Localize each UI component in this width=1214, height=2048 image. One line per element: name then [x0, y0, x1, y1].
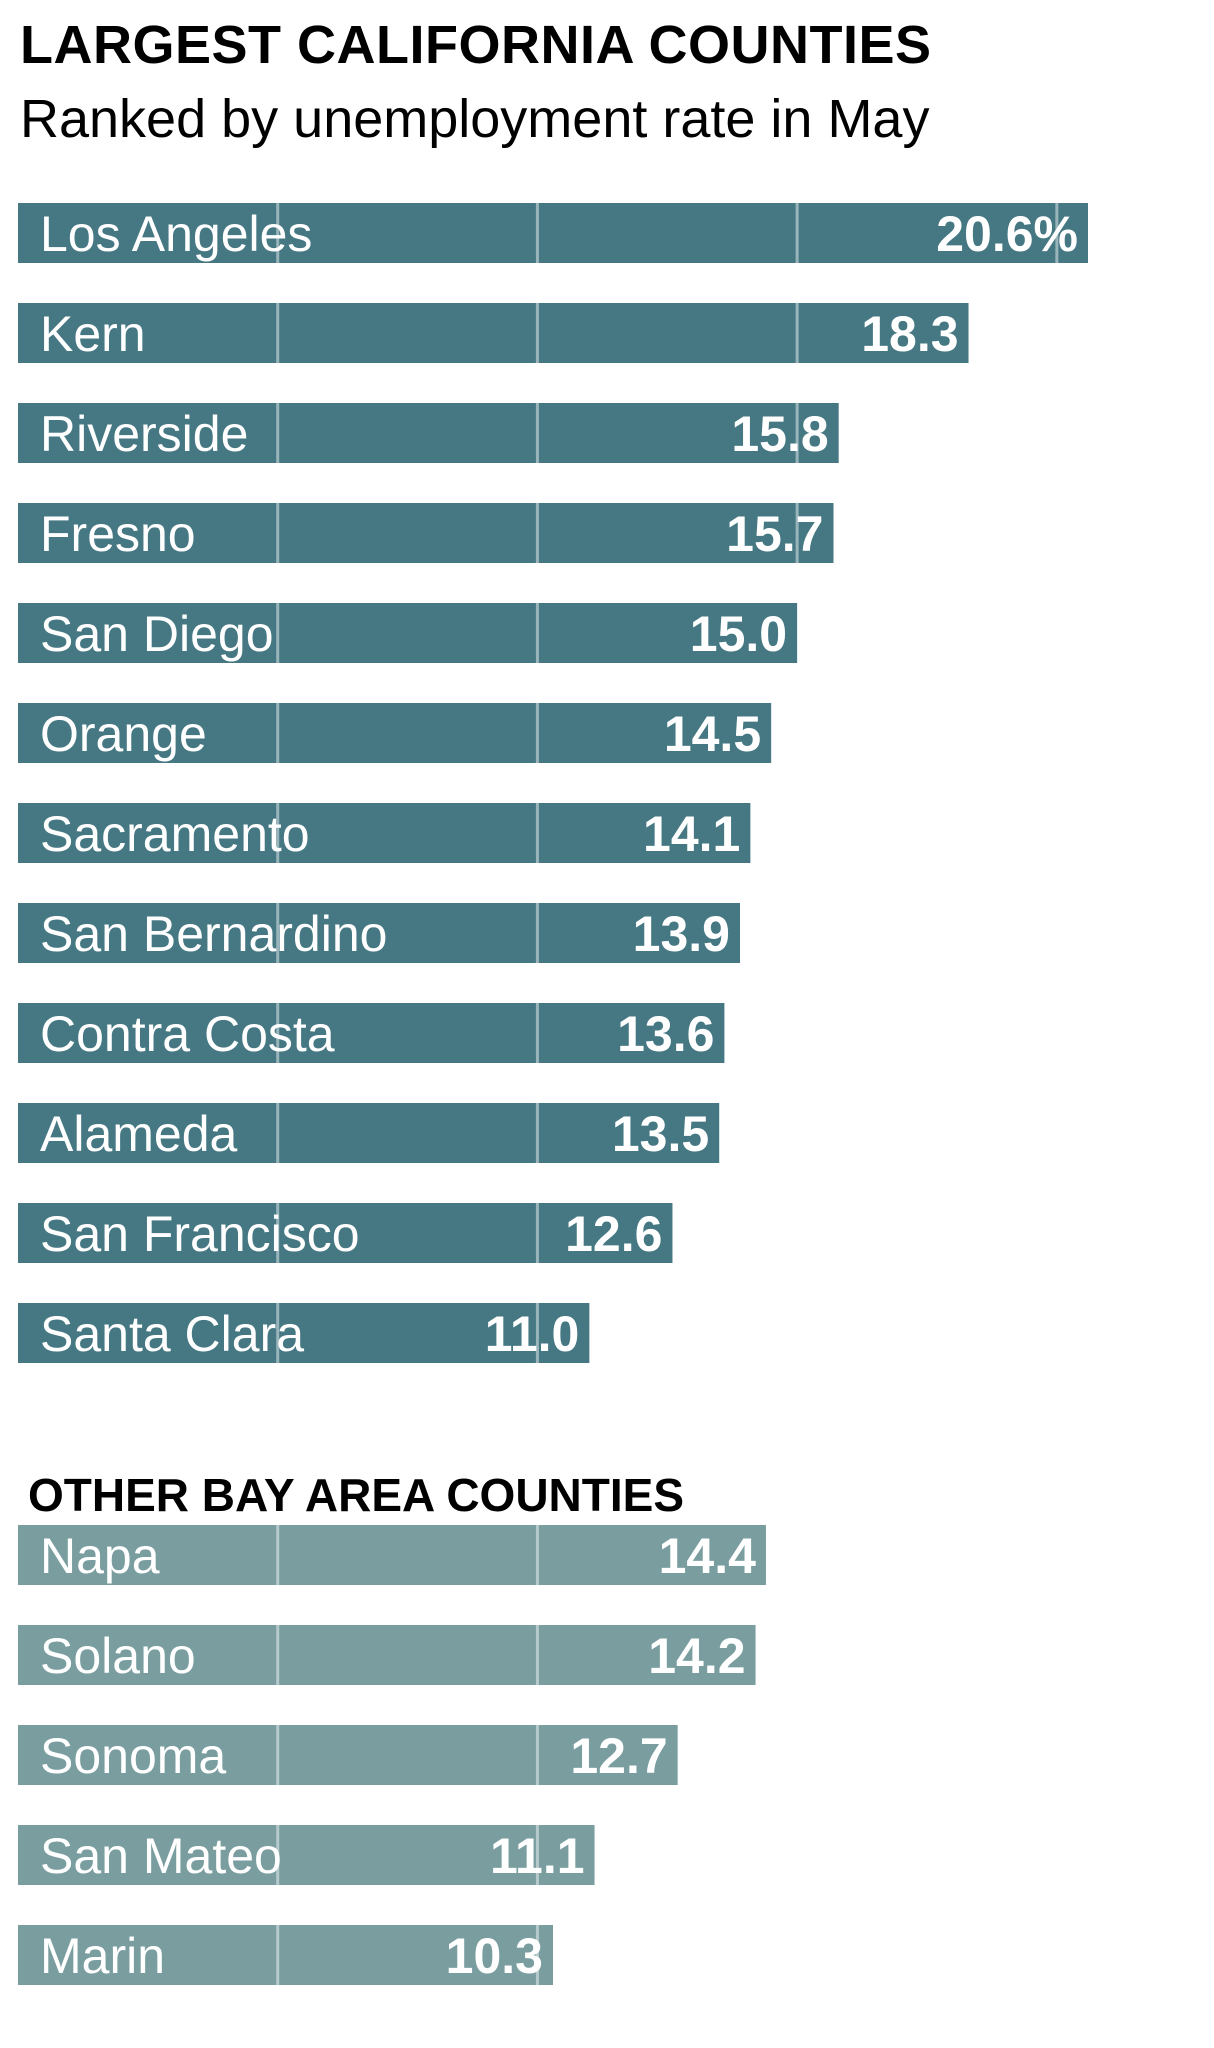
- bar-label-santa-clara: Santa Clara: [40, 1306, 304, 1362]
- bar-label-san-mateo: San Mateo: [40, 1828, 282, 1884]
- bar-santa-clara: [18, 1303, 590, 1363]
- bar-san-diego: [18, 603, 798, 663]
- bar-group-solano: Solano 14.2: [18, 1625, 756, 1685]
- bar-label-alameda: Alameda: [40, 1106, 238, 1162]
- bar-value-san-mateo: 11.1: [490, 1828, 585, 1884]
- bar-label-orange: Orange: [40, 706, 207, 762]
- bar-value-san-francisco: 12.6: [565, 1206, 662, 1262]
- bar-sacramento: [18, 803, 751, 863]
- bar-san-mateo: [18, 1825, 595, 1885]
- bar-value-napa: 14.4: [659, 1528, 757, 1584]
- bar-fresno: [18, 503, 834, 563]
- bar-value-kern: 18.3: [861, 306, 958, 362]
- bar-label-contra-costa: Contra Costa: [40, 1006, 335, 1062]
- bar-value-solano: 14.2: [648, 1628, 745, 1684]
- bar-group-los-angeles: Los Angeles 20.6%: [18, 203, 1088, 263]
- bar-value-sonoma: 12.7: [570, 1728, 667, 1784]
- section-heading-bay-area: OTHER BAY AREA COUNTIES: [28, 1469, 685, 1521]
- chart-title: LARGEST CALIFORNIA COUNTIES: [20, 15, 932, 75]
- bar-label-kern: Kern: [40, 306, 146, 362]
- bar-marin: [18, 1925, 553, 1985]
- bar-group-riverside: Riverside 15.8: [18, 403, 839, 463]
- bar-los-angeles: [18, 203, 1088, 263]
- bar-value-riverside: 15.8: [731, 406, 828, 462]
- bar-san-bernardino: [18, 903, 740, 963]
- bar-label-sacramento: Sacramento: [40, 806, 310, 862]
- bar-group-san-francisco: San Francisco 12.6: [18, 1203, 673, 1263]
- bar-group-fresno: Fresno 15.7: [18, 503, 834, 563]
- bar-group-san-diego: San Diego 15.0: [18, 603, 798, 663]
- bar-value-orange: 14.5: [664, 706, 761, 762]
- bar-value-santa-clara: 11.0: [485, 1306, 580, 1362]
- bar-sonoma: [18, 1725, 678, 1785]
- bar-label-san-diego: San Diego: [40, 606, 274, 662]
- bar-value-contra-costa: 13.6: [617, 1006, 714, 1062]
- bar-group-san-bernardino: San Bernardino 13.9: [18, 903, 740, 963]
- bar-label-san-francisco: San Francisco: [40, 1206, 360, 1262]
- bar-label-solano: Solano: [40, 1628, 196, 1684]
- bar-group-orange: Orange 14.5: [18, 703, 772, 763]
- bar-group-sacramento: Sacramento 14.1: [18, 803, 751, 863]
- bar-label-fresno: Fresno: [40, 506, 196, 562]
- bar-napa: [18, 1525, 766, 1585]
- bar-group-sonoma: Sonoma 12.7: [18, 1725, 678, 1785]
- bar-group-contra-costa: Contra Costa 13.6: [18, 1003, 725, 1063]
- bar-group-marin: Marin 10.3: [18, 1925, 553, 1985]
- bar-label-san-bernardino: San Bernardino: [40, 906, 387, 962]
- bar-group-santa-clara: Santa Clara 11.0: [18, 1303, 590, 1363]
- bar-label-marin: Marin: [40, 1928, 165, 1984]
- bar-label-riverside: Riverside: [40, 406, 248, 462]
- bar-solano: [18, 1625, 756, 1685]
- bar-value-san-bernardino: 13.9: [633, 906, 730, 962]
- bar-san-francisco: [18, 1203, 673, 1263]
- bar-orange: [18, 703, 772, 763]
- bar-value-marin: 10.3: [446, 1928, 543, 1984]
- bar-value-sacramento: 14.1: [643, 806, 740, 862]
- bar-label-los-angeles: Los Angeles: [40, 206, 312, 262]
- bar-value-fresno: 15.7: [726, 506, 823, 562]
- bar-riverside: [18, 403, 839, 463]
- bar-kern: [18, 303, 969, 363]
- bar-alameda: [18, 1103, 720, 1163]
- bar-contra-costa: [18, 1003, 725, 1063]
- bar-group-kern: Kern 18.3: [18, 303, 969, 363]
- bar-value-san-diego: 15.0: [690, 606, 787, 662]
- bar-value-los-angeles: 20.6%: [936, 206, 1078, 262]
- bar-group-alameda: Alameda 13.5: [18, 1103, 720, 1163]
- bar-value-alameda: 13.5: [612, 1106, 709, 1162]
- bar-group-napa: Napa 14.4: [18, 1525, 766, 1585]
- bar-label-sonoma: Sonoma: [40, 1728, 226, 1784]
- chart-subtitle: Ranked by unemployment rate in May: [20, 89, 930, 149]
- bar-group-san-mateo: San Mateo 11.1: [18, 1825, 595, 1885]
- bar-label-napa: Napa: [40, 1528, 160, 1584]
